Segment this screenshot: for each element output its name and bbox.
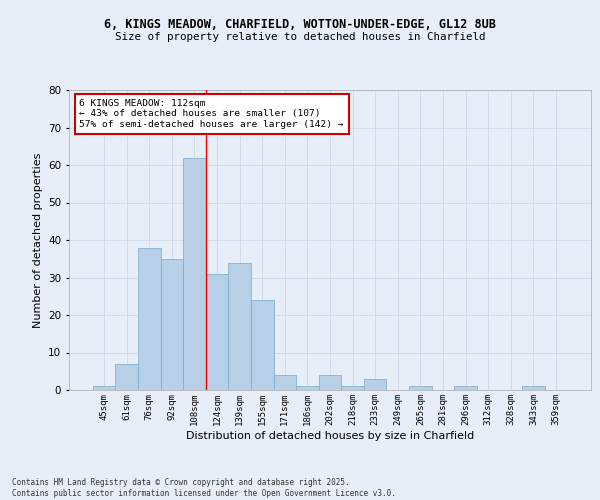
Bar — [229, 262, 251, 390]
Bar — [341, 386, 364, 390]
Y-axis label: Number of detached properties: Number of detached properties — [32, 152, 43, 328]
Bar — [183, 158, 206, 390]
Bar — [319, 375, 341, 390]
Text: 6, KINGS MEADOW, CHARFIELD, WOTTON-UNDER-EDGE, GL12 8UB: 6, KINGS MEADOW, CHARFIELD, WOTTON-UNDER… — [104, 18, 496, 30]
Bar — [251, 300, 274, 390]
Text: 6 KINGS MEADOW: 112sqm
← 43% of detached houses are smaller (107)
57% of semi-de: 6 KINGS MEADOW: 112sqm ← 43% of detached… — [79, 99, 344, 129]
Bar — [296, 386, 319, 390]
Bar — [454, 386, 477, 390]
X-axis label: Distribution of detached houses by size in Charfield: Distribution of detached houses by size … — [186, 430, 474, 440]
Bar — [93, 386, 115, 390]
Bar — [115, 364, 138, 390]
Text: Contains HM Land Registry data © Crown copyright and database right 2025.
Contai: Contains HM Land Registry data © Crown c… — [12, 478, 396, 498]
Bar — [274, 375, 296, 390]
Bar — [206, 274, 229, 390]
Text: Size of property relative to detached houses in Charfield: Size of property relative to detached ho… — [115, 32, 485, 42]
Bar — [161, 259, 183, 390]
Bar — [138, 248, 161, 390]
Bar — [522, 386, 545, 390]
Bar — [364, 379, 386, 390]
Bar — [409, 386, 431, 390]
